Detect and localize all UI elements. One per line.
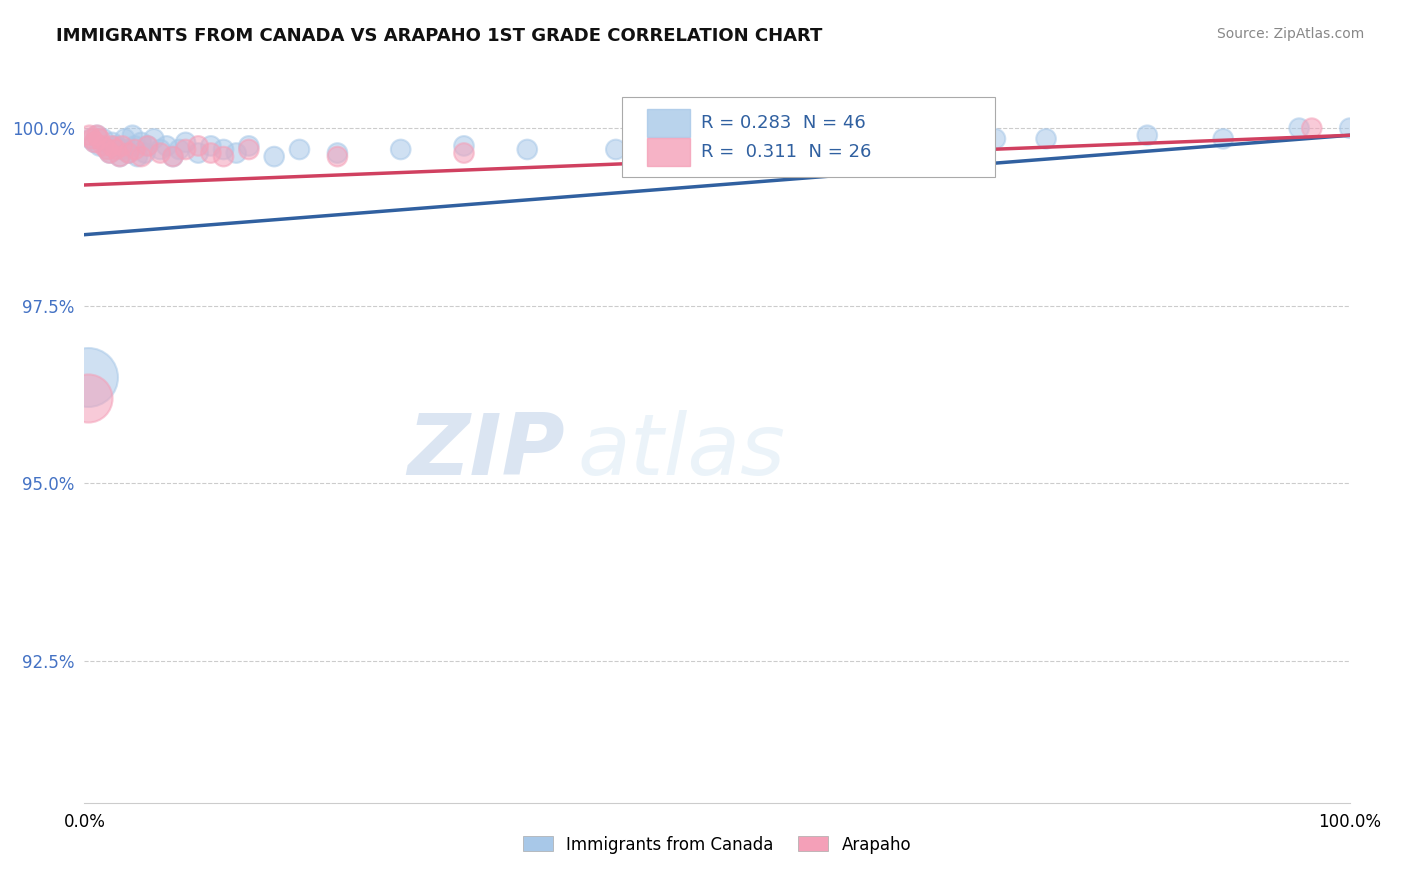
FancyBboxPatch shape bbox=[623, 97, 995, 178]
Point bbox=[143, 132, 166, 146]
Point bbox=[149, 143, 172, 157]
Point bbox=[118, 146, 141, 161]
Point bbox=[921, 136, 943, 150]
Point bbox=[77, 391, 100, 405]
Point bbox=[389, 143, 412, 157]
Point bbox=[96, 143, 118, 157]
Point bbox=[162, 150, 184, 164]
Text: R = 0.283  N = 46: R = 0.283 N = 46 bbox=[700, 113, 865, 132]
Point bbox=[1035, 132, 1057, 146]
Point bbox=[706, 146, 728, 161]
Point bbox=[108, 150, 131, 164]
Point bbox=[174, 143, 197, 157]
Point bbox=[124, 143, 146, 157]
Text: R =  0.311  N = 26: R = 0.311 N = 26 bbox=[700, 143, 870, 161]
Point bbox=[83, 136, 105, 150]
Point bbox=[1288, 121, 1310, 136]
Point bbox=[101, 139, 124, 153]
Point bbox=[1212, 132, 1234, 146]
Point bbox=[200, 139, 222, 153]
Point bbox=[149, 146, 172, 161]
Legend: Immigrants from Canada, Arapaho: Immigrants from Canada, Arapaho bbox=[516, 829, 918, 860]
Point bbox=[212, 143, 235, 157]
Point bbox=[136, 139, 159, 153]
Point bbox=[96, 143, 118, 157]
Point bbox=[238, 139, 260, 153]
Point bbox=[86, 128, 108, 143]
Point bbox=[263, 150, 285, 164]
Point bbox=[111, 143, 134, 157]
Text: IMMIGRANTS FROM CANADA VS ARAPAHO 1ST GRADE CORRELATION CHART: IMMIGRANTS FROM CANADA VS ARAPAHO 1ST GR… bbox=[56, 27, 823, 45]
Point bbox=[111, 139, 134, 153]
Point bbox=[225, 146, 247, 161]
Point bbox=[129, 150, 153, 164]
FancyBboxPatch shape bbox=[648, 109, 690, 136]
Point bbox=[93, 139, 115, 153]
Point bbox=[453, 139, 475, 153]
Point bbox=[114, 132, 136, 146]
Point bbox=[127, 150, 149, 164]
Point bbox=[101, 136, 124, 150]
Point bbox=[1301, 121, 1323, 136]
Point bbox=[326, 146, 349, 161]
Point bbox=[883, 139, 905, 153]
Text: atlas: atlas bbox=[578, 410, 786, 493]
Point bbox=[134, 146, 156, 161]
Point bbox=[93, 132, 115, 146]
Point bbox=[121, 128, 143, 143]
Point bbox=[98, 146, 121, 161]
Text: Source: ZipAtlas.com: Source: ZipAtlas.com bbox=[1216, 27, 1364, 41]
Point bbox=[105, 139, 127, 153]
Point bbox=[124, 139, 146, 153]
Point bbox=[80, 132, 103, 146]
Point bbox=[516, 143, 538, 157]
Point bbox=[108, 150, 131, 164]
FancyBboxPatch shape bbox=[648, 137, 690, 166]
Point bbox=[453, 146, 475, 161]
Point bbox=[77, 369, 100, 384]
Point bbox=[187, 139, 209, 153]
Point bbox=[238, 143, 260, 157]
Point bbox=[129, 136, 153, 150]
Point bbox=[89, 139, 111, 153]
Point bbox=[105, 143, 127, 157]
Point bbox=[162, 150, 184, 164]
Point bbox=[118, 146, 141, 161]
Point bbox=[984, 132, 1007, 146]
Point bbox=[187, 146, 209, 161]
Point bbox=[288, 143, 311, 157]
Point bbox=[200, 146, 222, 161]
Point bbox=[212, 150, 235, 164]
Point bbox=[326, 150, 349, 164]
Point bbox=[89, 132, 111, 146]
Point bbox=[1339, 121, 1361, 136]
Point bbox=[79, 132, 103, 146]
Point bbox=[98, 146, 121, 161]
Point bbox=[155, 139, 177, 153]
Point bbox=[605, 143, 627, 157]
Point bbox=[86, 128, 108, 143]
Point bbox=[83, 136, 105, 150]
Point bbox=[1136, 128, 1159, 143]
Point bbox=[136, 139, 159, 153]
Text: ZIP: ZIP bbox=[408, 410, 565, 493]
Point bbox=[79, 128, 101, 143]
Point bbox=[174, 136, 197, 150]
Point bbox=[169, 143, 191, 157]
